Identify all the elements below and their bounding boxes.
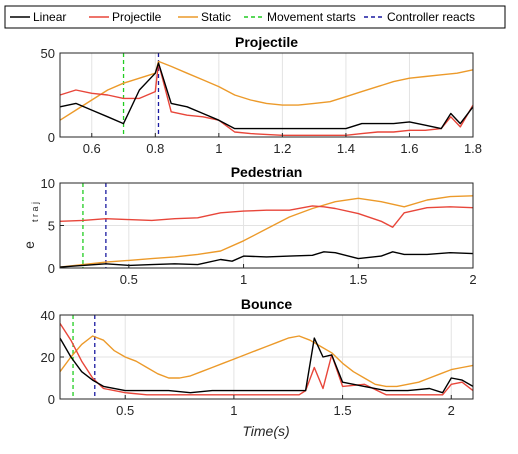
series-projectile-projectile (59, 62, 474, 137)
y-axis-label: e (21, 241, 37, 249)
panel-pedestrian: 0.5 1 1.5 2 0 5 10 Pedestrian (41, 164, 477, 287)
plot-area-projectile (60, 53, 473, 137)
ytick-label-pedestrian-0: 0 (48, 261, 55, 276)
xtick-label-pedestrian-1: 1 (240, 272, 247, 287)
series-projectile-pedestrian (59, 205, 474, 228)
xtick-label-projectile-6: 1.8 (464, 141, 482, 156)
xtick-label-bounce-1: 1 (230, 403, 237, 418)
series-static-pedestrian (59, 195, 474, 268)
ytick-label-pedestrian-1: 5 (48, 219, 55, 234)
panel-title-pedestrian: Pedestrian (231, 164, 303, 180)
series-linear-projectile (59, 62, 474, 130)
xtick-label-bounce-2: 1.5 (334, 403, 352, 418)
xtick-label-bounce-3: 2 (448, 403, 455, 418)
legend-label-static: Static (201, 10, 231, 24)
legend-label-controller: Controller reacts (387, 10, 475, 24)
legend: Linear Projectile Static Movement starts… (4, 5, 506, 29)
xtick-label-pedestrian-3: 2 (469, 272, 476, 287)
series-static-projectile (59, 60, 474, 121)
ytick-label-pedestrian-2: 10 (41, 176, 55, 191)
xtick-label-pedestrian-2: 1.5 (349, 272, 367, 287)
series-linear-pedestrian (59, 251, 474, 268)
axes-box-projectile (59, 52, 474, 138)
legend-label-movement: Movement starts (267, 10, 356, 24)
ytick-label-projectile-0: 0 (48, 130, 55, 145)
series-linear-bounce (59, 337, 474, 394)
xtick-label-projectile-4: 1.4 (337, 141, 355, 156)
series-static-bounce (59, 335, 474, 388)
x-axis-label: Time(s) (242, 423, 289, 439)
xtick-label-projectile-5: 1.6 (400, 141, 418, 156)
ytick-label-bounce-1: 20 (41, 350, 55, 365)
xtick-label-projectile-3: 1.2 (273, 141, 291, 156)
panel-title-bounce: Bounce (241, 296, 293, 312)
series-projectile-bounce (59, 323, 474, 396)
panel-projectile: 0.6 0.8 1 1.2 1.4 1.6 1.8 0 50 Projectile (41, 34, 483, 156)
panel-title-projectile: Projectile (235, 34, 298, 50)
xtick-label-bounce-0: 0.5 (116, 403, 134, 418)
xtick-label-projectile-0: 0.6 (83, 141, 101, 156)
ytick-label-bounce-2: 40 (41, 308, 55, 323)
legend-label-linear: Linear (33, 10, 66, 24)
y-axis-label-subscript: t r a j (30, 202, 40, 222)
ytick-label-bounce-0: 0 (48, 392, 55, 407)
xtick-label-pedestrian-0: 0.5 (120, 272, 138, 287)
xtick-label-projectile-1: 0.8 (146, 141, 164, 156)
legend-label-projectile: Projectile (112, 10, 162, 24)
ytick-label-projectile-1: 50 (41, 46, 55, 61)
xtick-label-projectile-2: 1 (215, 141, 222, 156)
